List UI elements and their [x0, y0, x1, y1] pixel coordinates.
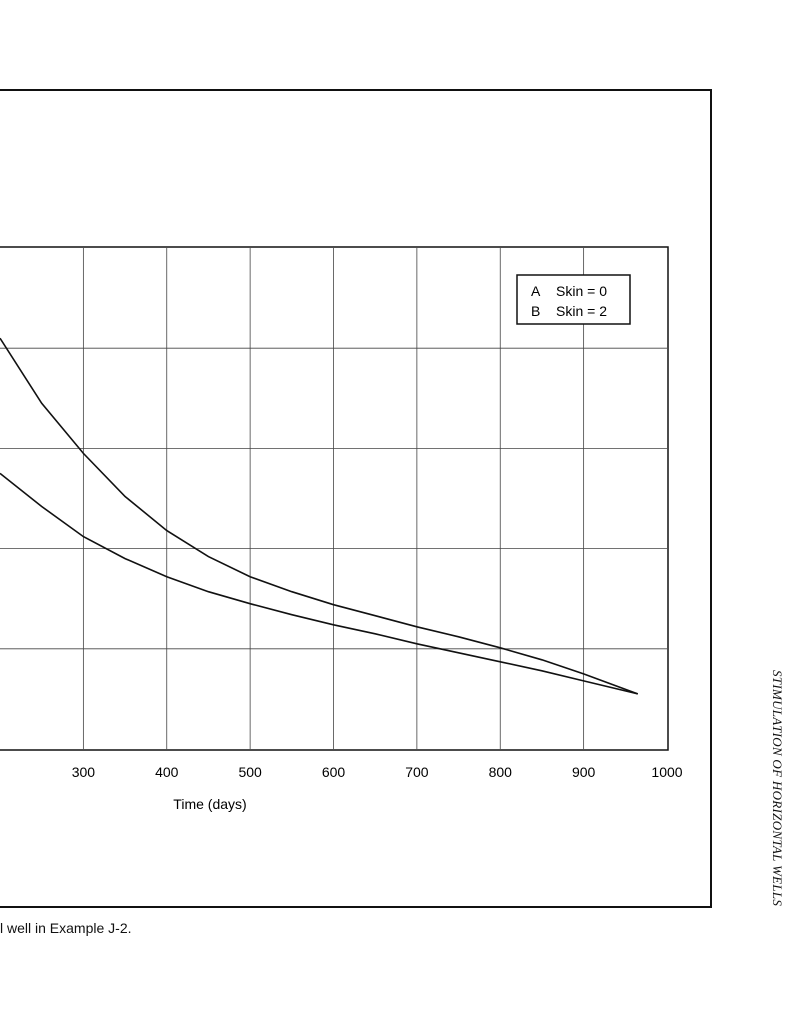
running-head-text: STIMULATION OF HORIZONTAL WELLS: [770, 670, 785, 907]
x-tick-labels: 300 400 500 600 700 800 900 1000: [72, 764, 683, 780]
x-tick-label: 300: [72, 764, 96, 780]
figure-frame: [0, 89, 712, 908]
figure-caption: l well in Example J-2.: [0, 920, 132, 936]
series-line-b: [0, 472, 638, 695]
x-axis-label: Time (days): [173, 796, 246, 812]
legend-label-b: Skin = 2: [556, 303, 607, 319]
x-tick-label: 800: [489, 764, 513, 780]
legend-box: [516, 274, 631, 325]
series-line-a: [0, 337, 639, 695]
legend: A Skin = 0 B Skin = 2: [516, 274, 631, 325]
x-tick-label: 900: [572, 764, 596, 780]
x-tick-label: 600: [322, 764, 346, 780]
plot-area-border: [0, 246, 669, 751]
legend-key-b: B: [531, 303, 540, 319]
legend-label-a: Skin = 0: [556, 283, 607, 299]
series-layer: [0, 337, 639, 695]
x-tick-label: 700: [405, 764, 429, 780]
grid: [0, 248, 667, 749]
x-tick-label: 500: [238, 764, 262, 780]
x-tick-label: 400: [155, 764, 179, 780]
legend-key-a: A: [531, 283, 541, 299]
running-head: STIMULATION OF HORIZONTAL WELLS: [761, 670, 785, 940]
x-tick-label: 1000: [651, 764, 682, 780]
